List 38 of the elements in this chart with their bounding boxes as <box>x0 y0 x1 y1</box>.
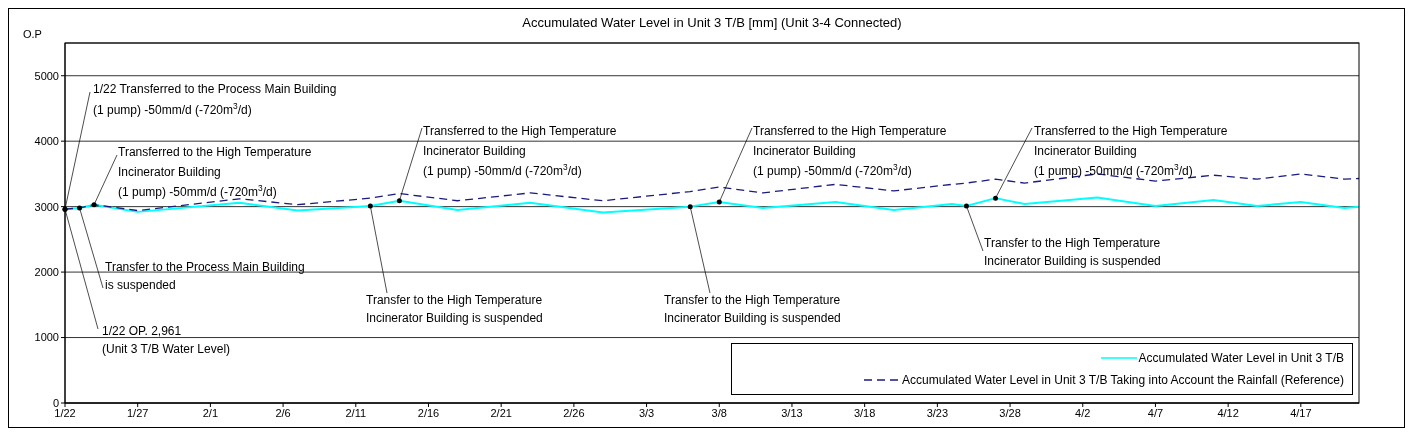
x-tick-label: 2/16 <box>417 406 440 419</box>
x-tick-label: 2/21 <box>490 406 512 419</box>
annotation: Transferred to the High Temperature Incinerator Building (1 pump) -50mm/d (-720m$^{3}$/d) <box>1034 124 1228 178</box>
annotation: 1/22 OP. 2,961 (Unit 3 T/B Water Level) <box>102 324 231 356</box>
annotation: 1/22 Transferred to the Process Main Building (1 pump) -50mm/d (-720m$^{3}$/d) <box>93 82 337 117</box>
y-tick-label: 4000 <box>34 135 59 148</box>
annotation: Transfer to the Process Main Building is suspended <box>105 260 305 292</box>
y-axis-title: O.P <box>23 28 42 40</box>
x-tick-label: 3/13 <box>781 406 803 419</box>
annotation: Transferred to the High Temperature Incinerator Building (1 pump) -50mm/d (-720m$^{3}$/d) <box>753 124 947 178</box>
x-tick-label: 2/11 <box>345 406 367 419</box>
y-tick-label: 0 <box>52 396 59 409</box>
x-tick-label: 3/23 <box>926 406 949 419</box>
x-tick-label: 4/17 <box>1290 406 1312 419</box>
x-tick-label: 3/28 <box>999 406 1021 419</box>
y-tick-label: 3000 <box>34 200 59 213</box>
legend-label: Accumulated Water Level in Unit 3 T/B Taking into Account the Rainfall (Reference) <box>901 373 1344 387</box>
annotation: Transfer to the High Temperature Incinerator Building is suspended <box>664 293 841 325</box>
legend-label: Accumulated Water Level in Unit 3 T/B <box>1138 351 1344 365</box>
y-tick-label: 1000 <box>34 331 59 344</box>
x-tick-label: 1/27 <box>126 406 149 419</box>
x-tick-label: 3/3 <box>638 406 655 419</box>
x-tick-label: 2/26 <box>563 406 585 419</box>
annotation: Transferred to the High Temperature Incinerator Building (1 pump) -50mm/d (-720m$^{3}$/d) <box>118 145 312 199</box>
x-tick-label: 3/18 <box>853 406 876 419</box>
annotation: Transfer to the High Temperature Incinerator Building is suspended <box>366 293 543 325</box>
annotation: Transferred to the High Temperature Incinerator Building (1 pump) -50mm/d (-720m$^{3}$/d) <box>423 124 617 178</box>
x-tick-label: 4/7 <box>1147 406 1164 419</box>
chart-title: Accumulated Water Level in Unit 3 T/B [mm] (Unit 3-4 Connected) <box>521 15 903 30</box>
x-tick-label: 2/1 <box>202 406 219 419</box>
y-tick-label: 5000 <box>34 69 59 82</box>
y-tick-label: 2000 <box>34 266 59 278</box>
x-tick-label: 3/8 <box>711 406 727 419</box>
annotation: Transfer to the High Temperature Incinerator Building is suspended <box>984 236 1161 268</box>
x-tick-label: 1/22 <box>54 406 76 419</box>
x-tick-label: 4/12 <box>1217 406 1239 419</box>
x-tick-label: 2/6 <box>275 406 291 419</box>
x-tick-label: 4/2 <box>1075 406 1091 419</box>
